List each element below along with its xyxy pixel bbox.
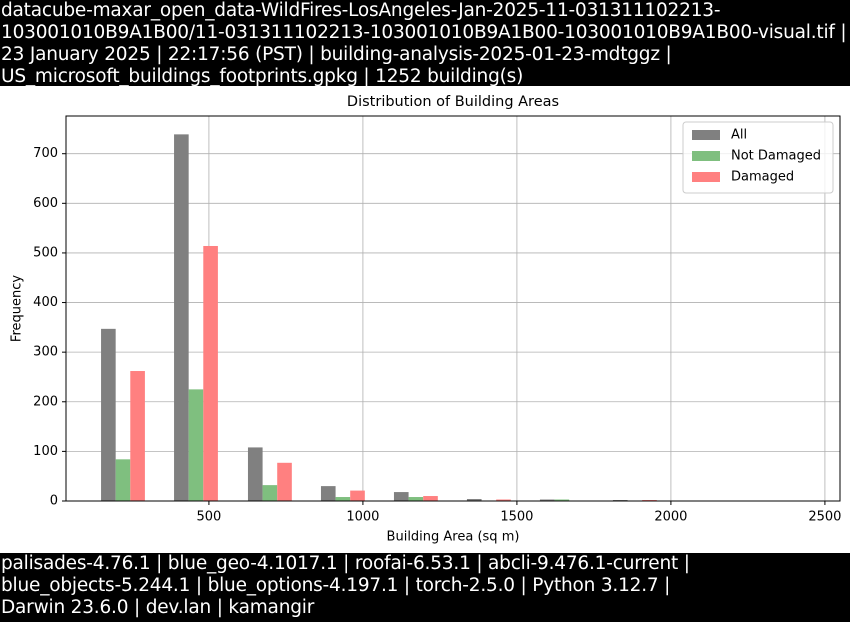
y-tick-label: 700 bbox=[33, 146, 58, 161]
y-tick-label: 400 bbox=[33, 295, 58, 310]
bar bbox=[393, 492, 409, 501]
bar bbox=[539, 499, 555, 501]
legend-frame bbox=[682, 121, 834, 194]
bar bbox=[115, 459, 131, 501]
x-tick-label: 2500 bbox=[808, 510, 841, 525]
legend-label: Damaged bbox=[731, 170, 794, 185]
bar bbox=[174, 134, 189, 501]
y-tick-label: 500 bbox=[33, 245, 58, 260]
footer-line: palisades-4.76.1 | blue_geo-4.1017.1 | r… bbox=[1, 553, 690, 574]
bar bbox=[188, 389, 204, 501]
bar bbox=[277, 462, 292, 501]
y-tick-label: 100 bbox=[33, 444, 58, 459]
bar bbox=[335, 497, 351, 501]
footer-line: Darwin 23.6.0 | dev.lan | kamangir bbox=[1, 597, 315, 618]
bar bbox=[130, 371, 145, 501]
bar bbox=[423, 496, 438, 501]
y-tick-label: 200 bbox=[33, 394, 58, 409]
bar bbox=[408, 497, 424, 501]
header-line: datacube-maxar_open_data-WildFires-LosAn… bbox=[1, 0, 721, 21]
bar bbox=[262, 485, 278, 501]
y-tick-label: 300 bbox=[33, 345, 58, 360]
x-tick-label: 2000 bbox=[654, 510, 687, 525]
header-line: US_microsoft_buildings_footprints.gpkg |… bbox=[1, 66, 524, 86]
bar bbox=[247, 447, 263, 501]
x-tick-label: 500 bbox=[196, 510, 221, 525]
footer-line: blue_objects-5.244.1 | blue_options-4.19… bbox=[1, 575, 671, 596]
legend-swatch bbox=[692, 151, 720, 161]
chart: Distribution of Building Areas 0 100 200 300… bbox=[10, 94, 842, 545]
legend-label: Not Damaged bbox=[731, 149, 821, 164]
y-axis-label: Frequency bbox=[10, 275, 25, 342]
y-tick-label: 0 bbox=[50, 494, 58, 509]
footer: palisades-4.76.1 | blue_geo-4.1017.1 | r… bbox=[0, 553, 850, 622]
bar bbox=[350, 490, 365, 501]
header-line: 103001010B9A1B00/11-031311102213-1030010… bbox=[1, 22, 847, 43]
y-tick-label: 600 bbox=[33, 196, 58, 211]
legend-swatch bbox=[692, 172, 720, 182]
bar bbox=[203, 245, 218, 501]
x-tick-label: 1500 bbox=[500, 510, 533, 525]
plot-frame bbox=[65, 115, 841, 502]
x-tick-label: 1000 bbox=[346, 510, 379, 525]
header-line: 23 January 2025 | 22:17:56 (PST) | build… bbox=[1, 44, 672, 65]
bar bbox=[496, 499, 511, 501]
legend-label: All bbox=[731, 128, 747, 143]
legend-swatch bbox=[692, 130, 720, 140]
x-axis-label: Building Area (sq m) bbox=[387, 530, 520, 545]
bar bbox=[466, 499, 482, 501]
header: datacube-maxar_open_data-WildFires-LosAn… bbox=[0, 0, 850, 86]
bar bbox=[554, 499, 570, 501]
bar bbox=[101, 328, 116, 501]
bar bbox=[320, 486, 336, 501]
chart-title: Distribution of Building Areas bbox=[347, 94, 559, 110]
